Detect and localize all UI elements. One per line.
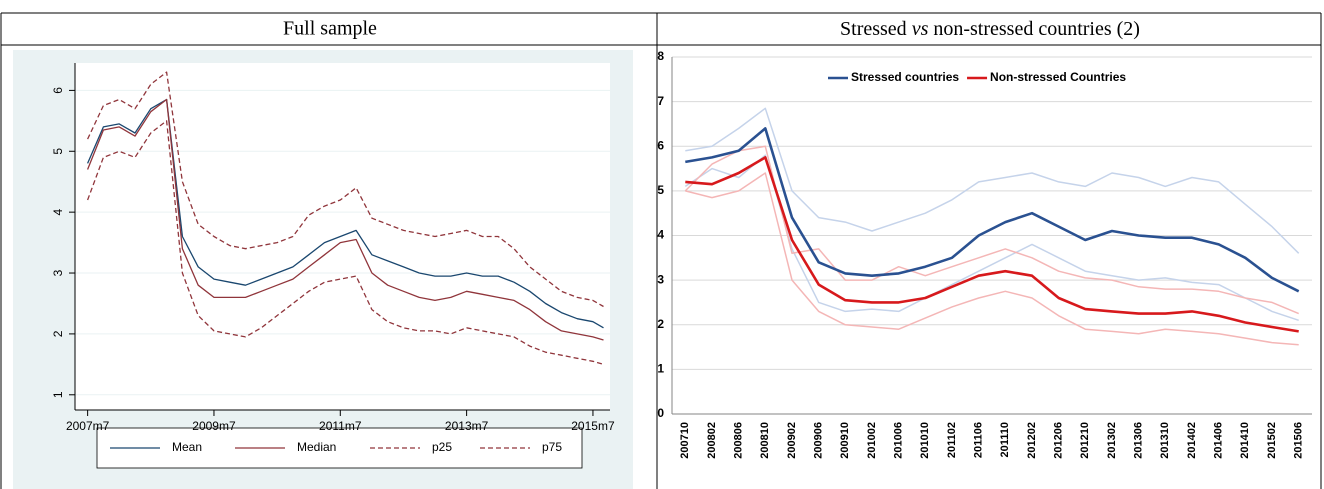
x-tick-label: 200802	[706, 422, 718, 459]
y-tick-label: 1	[657, 362, 664, 376]
series-line	[87, 71, 604, 308]
x-tick-label: 2013m7	[445, 419, 489, 433]
y-tick-label: 4	[51, 208, 65, 215]
x-tick-label: 201102	[946, 422, 958, 458]
x-tick-label: 201406	[1213, 422, 1225, 459]
x-tick-label: 201410	[1239, 422, 1251, 459]
legend-label: p75	[542, 440, 562, 454]
legend-label: Non-stressed Countries	[990, 70, 1126, 84]
x-tick-label: 200906	[813, 422, 825, 459]
x-tick-label: 201106	[973, 422, 985, 458]
y-tick-label: 6	[51, 87, 65, 94]
series-line	[685, 107, 1300, 254]
x-tick-label: 201310	[1159, 422, 1171, 459]
table-frame	[0, 12, 1322, 489]
x-tick-label: 200810	[759, 422, 771, 459]
series-line	[685, 127, 1300, 293]
x-tick-label: 201110	[999, 422, 1011, 458]
y-tick-label: 6	[657, 138, 664, 152]
x-tick-label: 200710	[679, 422, 691, 459]
x-tick-label: 201202	[1026, 422, 1038, 459]
series-line	[685, 156, 1299, 333]
x-tick-label: 201210	[1079, 422, 1091, 459]
x-tick-label: 201306	[1133, 422, 1145, 459]
y-tick-label: 3	[657, 272, 664, 286]
x-tick-label: 2015m7	[571, 419, 615, 433]
y-tick-label: 5	[51, 148, 65, 155]
legend-label: p25	[432, 440, 452, 454]
x-tick-label: 200806	[733, 422, 745, 459]
series-line	[86, 98, 604, 341]
x-tick-label: 2011m7	[319, 419, 362, 433]
series-line	[86, 120, 604, 365]
x-tick-label: 200910	[839, 422, 851, 459]
header-cell: Stressed vs non-stressed countries (2)	[840, 18, 1140, 40]
header-cell: Full sample	[283, 18, 377, 40]
y-tick-label: 5	[657, 183, 664, 197]
y-tick-label: 3	[51, 269, 65, 276]
y-tick-label: 2	[51, 330, 65, 337]
header-part: vs	[912, 18, 929, 40]
series-line	[684, 145, 1299, 315]
y-tick-label: 7	[657, 94, 664, 108]
x-tick-label: 2009m7	[192, 419, 236, 433]
series-line	[685, 172, 1299, 346]
legend-label: Median	[297, 440, 336, 454]
x-tick-label: 201502	[1266, 422, 1278, 459]
x-tick-label: 201010	[919, 422, 931, 459]
header-part: non-stressed countries (2)	[933, 18, 1140, 40]
x-tick-label: 201302	[1106, 422, 1118, 459]
y-tick-label: 4	[657, 228, 664, 242]
y-tick-label: 8	[657, 49, 664, 63]
x-tick-label: 201506	[1293, 422, 1305, 459]
y-tick-label: 2	[657, 317, 664, 331]
header-part: Stressed	[840, 18, 907, 40]
legend-label: Stressed countries	[851, 70, 959, 84]
x-tick-label: 201002	[866, 422, 878, 459]
x-tick-label: 2007m7	[66, 419, 110, 433]
x-tick-label: 200902	[786, 422, 798, 459]
x-tick-label: 201006	[893, 422, 905, 459]
plot-region	[75, 63, 610, 410]
legend-label: Mean	[172, 440, 202, 454]
x-tick-label: 201206	[1053, 422, 1065, 459]
legend-box	[96, 427, 583, 469]
x-tick-label: 201402	[1186, 422, 1198, 459]
y-tick-label: 0	[657, 406, 664, 420]
y-tick-label: 1	[51, 391, 65, 398]
